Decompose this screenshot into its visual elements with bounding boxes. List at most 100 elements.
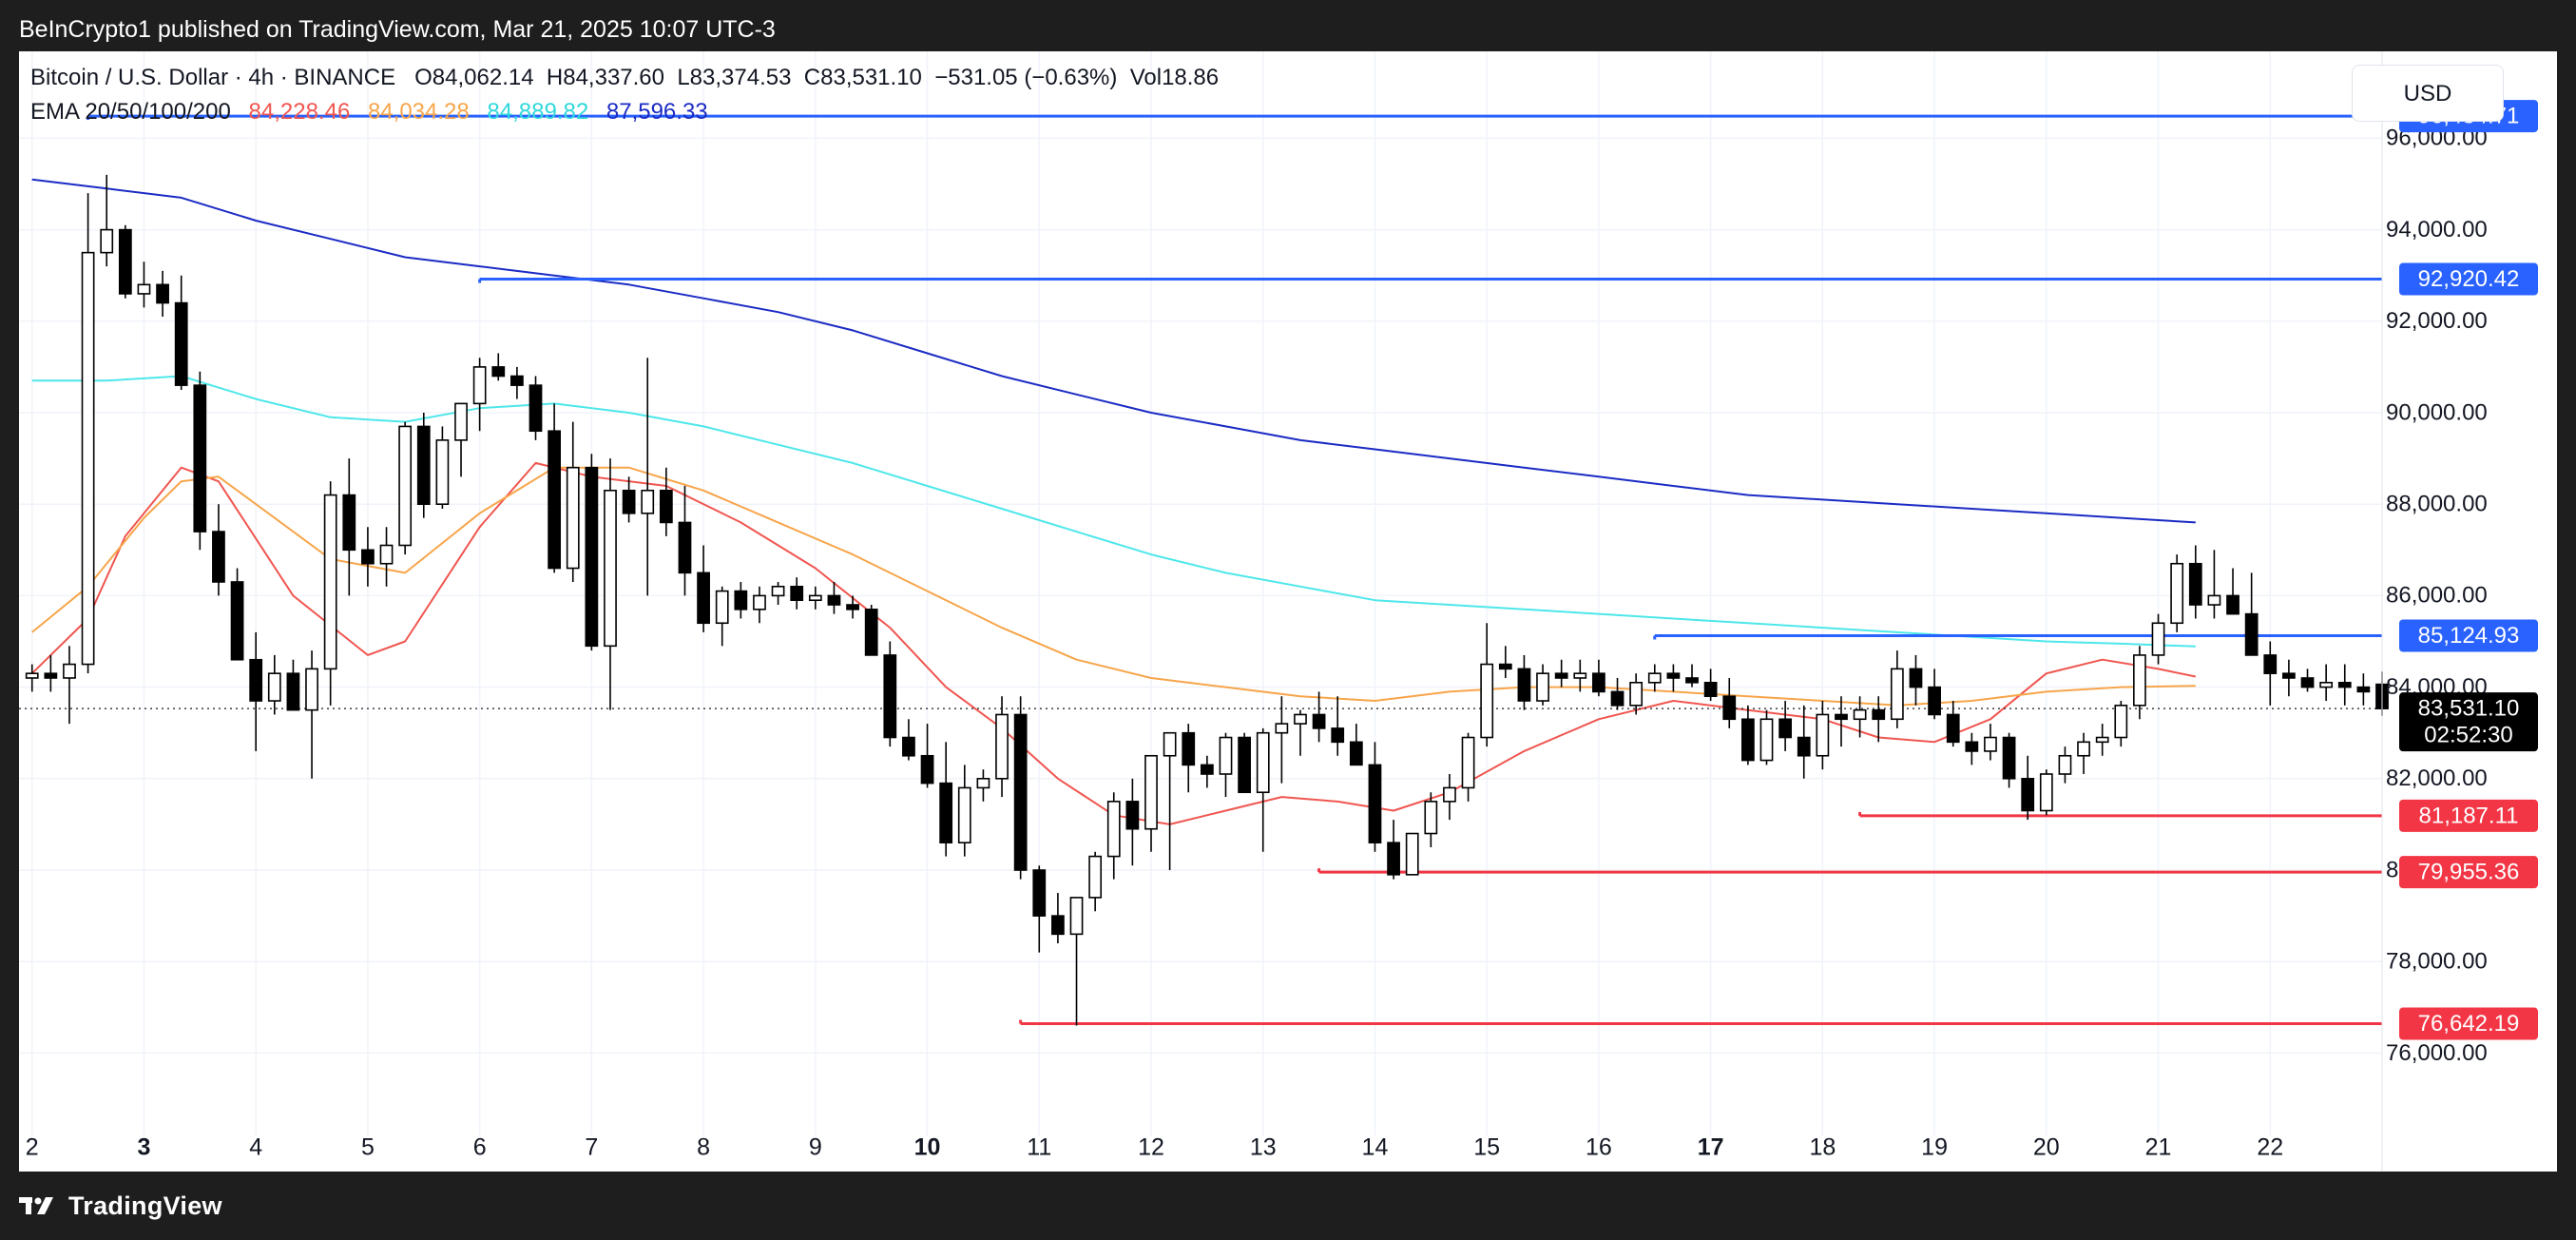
tradingview-logo-icon xyxy=(19,1197,53,1214)
candle-up xyxy=(1069,897,1084,936)
candle-up xyxy=(398,425,413,547)
candle-up xyxy=(1573,672,1587,679)
candle-down xyxy=(1331,727,1345,744)
candle-down xyxy=(361,549,375,565)
candle-up xyxy=(63,663,76,679)
price-chart[interactable]: 2 3 4 5 6 7 8 9 10 11 12 13 14 15 16 17 18 19 20 21 22 76,000… xyxy=(19,51,2557,1172)
candle-up xyxy=(1984,736,1997,752)
tradingview-brand: TradingView xyxy=(68,1191,222,1220)
candle-up xyxy=(1163,731,1177,757)
candle-down xyxy=(2188,562,2202,606)
candle-down xyxy=(920,754,934,785)
candle-down xyxy=(286,672,300,711)
candle-up xyxy=(753,594,766,610)
candle-up xyxy=(2207,594,2221,606)
candle-up xyxy=(305,668,318,711)
last-price-tag xyxy=(2399,692,2538,752)
level-price-label: 85,124.93 xyxy=(2418,623,2520,649)
candle-up xyxy=(2170,562,2184,625)
y-tick-label: 78,000.00 xyxy=(2386,949,2488,975)
symbol-legend: Bitcoin / U.S. Dollar · 4h · BINANCE O84… xyxy=(30,65,1219,91)
support-resistance-levels xyxy=(19,114,2382,1026)
level-price-label: 79,955.36 xyxy=(2418,860,2520,885)
candle-down xyxy=(416,425,431,506)
candle-down xyxy=(193,384,207,533)
candle-up xyxy=(1536,672,1549,702)
candle-down xyxy=(1387,842,1400,876)
y-tick-label: 94,000.00 xyxy=(2386,217,2488,242)
candle-up xyxy=(604,489,617,648)
candle-down xyxy=(510,375,524,386)
y-tick-label: 88,000.00 xyxy=(2386,492,2488,517)
candle-down xyxy=(1051,915,1065,936)
ema-label: EMA 20/50/100/200 xyxy=(30,99,231,125)
x-tick-label: 9 xyxy=(809,1134,822,1161)
candle-down xyxy=(1517,668,1531,702)
y-tick-label: 82,000.00 xyxy=(2386,765,2488,791)
y-tick-label: 86,000.00 xyxy=(2386,583,2488,609)
symbol-info: Bitcoin / U.S. Dollar · 4h · BINANCE xyxy=(30,65,396,90)
last-price-label: 83,531.10 xyxy=(2418,696,2520,722)
ema-50-value: 84,034.28 xyxy=(367,99,470,125)
candle-down xyxy=(2282,672,2296,679)
candle-down xyxy=(1909,668,1923,688)
currency-button[interactable]: USD xyxy=(2352,65,2504,122)
candle-down xyxy=(1238,736,1251,794)
candle-down xyxy=(827,594,841,606)
candle-down xyxy=(1666,672,1681,679)
candle-up xyxy=(1294,713,1307,725)
candle-down xyxy=(883,654,897,739)
ohlc-values: O84,062.14 H84,337.60 L83,374.53 C83,531… xyxy=(414,65,1220,90)
candle-down xyxy=(2300,677,2315,688)
chart-panel[interactable]: 2 3 4 5 6 7 8 9 10 11 12 13 14 15 16 17 18 19 20 21 22 76,000… xyxy=(19,51,2557,1172)
candle-down xyxy=(734,590,748,610)
candle-down xyxy=(1778,718,1793,739)
y-tick-label: 92,000.00 xyxy=(2386,308,2488,334)
candle-up xyxy=(715,590,729,625)
candle-up xyxy=(1275,723,1289,734)
candle-down xyxy=(156,283,169,304)
ema-200-value: 87,596.33 xyxy=(606,99,708,125)
candle-up xyxy=(2133,654,2146,707)
x-tick-label: 3 xyxy=(138,1134,151,1161)
x-tick-label: 4 xyxy=(249,1134,262,1161)
x-tick-label: 16 xyxy=(1586,1134,1612,1161)
candle-up xyxy=(1816,713,1830,757)
x-tick-label: 6 xyxy=(473,1134,487,1161)
x-tick-label: 20 xyxy=(2033,1134,2060,1161)
candle-down xyxy=(1872,708,1886,721)
candle-down xyxy=(1032,869,1047,917)
candle-up xyxy=(1443,786,1456,803)
candle-up xyxy=(1144,754,1158,830)
candle-up xyxy=(323,494,337,670)
candle-up xyxy=(641,489,655,514)
candle-up xyxy=(267,672,281,702)
candle-up xyxy=(1853,708,1867,721)
candle-down xyxy=(1125,801,1140,830)
level-price-tag xyxy=(2399,262,2538,296)
x-tick-label: 19 xyxy=(1921,1134,1948,1161)
candle-down xyxy=(1368,764,1382,843)
candle-down xyxy=(622,489,636,514)
candle-down xyxy=(2337,681,2352,688)
publish-text: BeInCrypto1 published on TradingView.com… xyxy=(19,16,776,43)
candle-up xyxy=(2319,681,2334,688)
candle-up xyxy=(1106,801,1121,858)
candle-up xyxy=(995,713,1009,780)
x-tick-label: 10 xyxy=(914,1134,941,1161)
candle-down xyxy=(2263,654,2278,674)
candle-up xyxy=(2114,705,2128,739)
ema-line-3 xyxy=(31,178,2196,524)
candle-up xyxy=(1256,731,1270,794)
y-tick-label: 90,000.00 xyxy=(2386,399,2488,425)
candle-up xyxy=(976,778,990,789)
candle-up xyxy=(2039,773,2053,812)
candle-up xyxy=(1890,668,1904,721)
candle-up xyxy=(566,466,580,570)
candle-up xyxy=(1088,855,1103,899)
candles xyxy=(25,174,2389,1026)
level-price-tag xyxy=(2399,856,2538,889)
candle-down xyxy=(1610,690,1624,707)
axes: 2 3 4 5 6 7 8 9 10 11 12 13 14 15 16 17 18 19 20 21 22 76,000… xyxy=(26,51,2538,1172)
candle-down xyxy=(902,736,915,757)
